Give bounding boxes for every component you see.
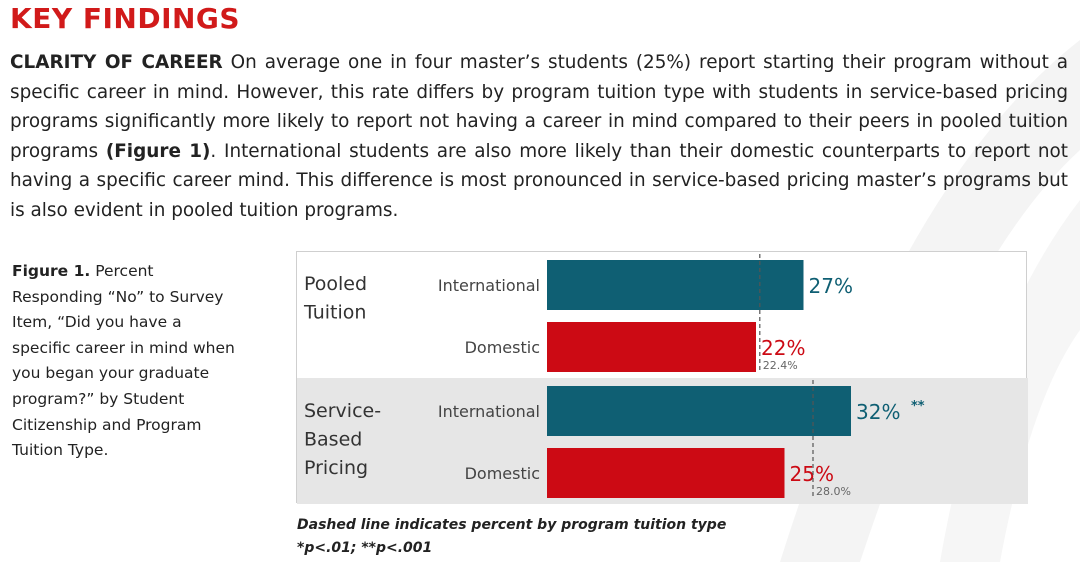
group-label-line: Based — [304, 429, 362, 451]
group-label-line: Pricing — [304, 457, 368, 479]
value-label: 32% — [856, 400, 900, 424]
bar-domestic — [547, 322, 756, 372]
reference-label: 22.4% — [763, 359, 798, 372]
figure-caption-text: Percent Responding “No” to Survey Item, … — [12, 262, 235, 460]
bar-domestic — [547, 448, 785, 498]
findings-paragraph: CLARITY OF CAREER On average one in four… — [10, 48, 1068, 225]
bar-international — [547, 386, 851, 436]
bar-international — [547, 260, 804, 310]
figure-label: Figure 1. — [12, 262, 91, 280]
figure-caption: Figure 1. Percent Responding “No” to Sur… — [12, 259, 237, 464]
significance-marker: ** — [911, 399, 925, 414]
group-label-line: Service- — [304, 400, 381, 422]
reference-label: 28.0% — [816, 485, 851, 498]
paragraph-lead: CLARITY OF CAREER — [10, 52, 223, 73]
group-label-line: Tuition — [303, 302, 366, 324]
paragraph-text-1: On average one in four master’s students… — [10, 52, 1069, 162]
figure-1-chart: Pooled Tuition International 27% Domestic 22%… — [296, 251, 1028, 504]
page-heading: KEY FINDINGS — [10, 2, 241, 35]
category-label: Domestic — [465, 338, 540, 357]
figure-reference: (Figure 1) — [105, 140, 211, 162]
value-label: 27% — [809, 274, 853, 298]
category-label: International — [438, 402, 540, 421]
footnote-significance: *p<.01; **p<.001 — [297, 540, 433, 556]
footnote-dashed-line-note: Dashed line indicates percent by program… — [297, 517, 727, 533]
value-label: 25% — [790, 462, 834, 486]
category-label: International — [438, 276, 540, 295]
chart-footnote: Dashed line indicates percent by program… — [297, 514, 726, 560]
group-label-line: Pooled — [304, 273, 367, 295]
value-label: 22% — [761, 336, 805, 360]
paragraph-text-2: . International students are also more l… — [10, 140, 1068, 221]
category-label: Domestic — [465, 464, 540, 483]
bar-chart-svg: Pooled Tuition International 27% Domestic 22%… — [297, 254, 1028, 504]
